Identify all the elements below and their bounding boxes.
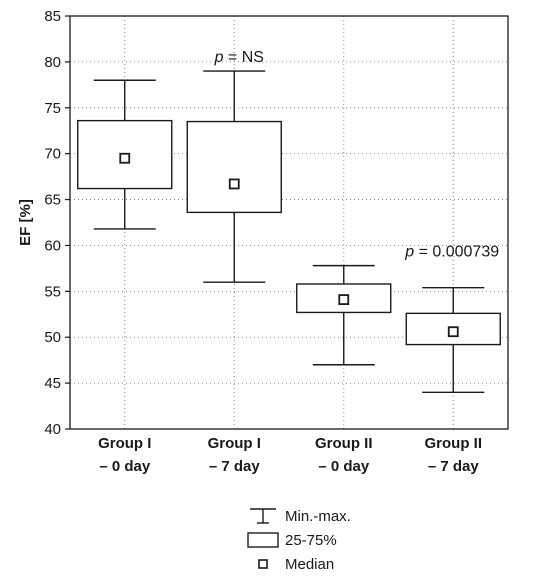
- box-group: [186, 70, 282, 283]
- x-category-label: Group II: [425, 435, 483, 452]
- legend-label: Min.-max.: [285, 508, 351, 525]
- annotations: p = NS p = 0.000739: [214, 49, 500, 261]
- legend-item: Min.-max.: [250, 508, 351, 525]
- box-group: [296, 264, 392, 366]
- x-category-label: Group I: [208, 435, 261, 452]
- legend-item: 25-75%: [247, 532, 337, 549]
- median-marker: [447, 326, 459, 338]
- x-category-label: – 0 day: [99, 458, 151, 475]
- median-marker: [228, 178, 240, 190]
- p-value-annotation: p = NS: [214, 49, 264, 66]
- y-tick-label: 55: [44, 283, 61, 300]
- x-category-label: Group II: [315, 435, 373, 452]
- legend-box-icon: [247, 532, 279, 548]
- y-tick-label: 80: [44, 54, 61, 71]
- legend-label: Median: [285, 556, 334, 573]
- legend-item: Median: [258, 556, 334, 573]
- y-tick-label: 70: [44, 146, 61, 163]
- axes: 40 45 50 55 60 65 70 75 80 85 EF [%] Group I – 0 day…: [17, 8, 509, 475]
- x-category-label: – 0 day: [318, 458, 370, 475]
- y-axis-label: EF [%]: [17, 199, 34, 246]
- median-marker: [119, 152, 131, 164]
- y-tick-label: 60: [44, 237, 61, 254]
- y-tick-label: 65: [44, 192, 61, 209]
- box-series: [77, 70, 501, 393]
- legend-median-icon: [258, 559, 268, 569]
- x-category-label: Group I: [98, 435, 151, 452]
- y-tick-label: 85: [44, 8, 61, 25]
- plot-frame: [69, 15, 509, 430]
- median-marker: [338, 294, 350, 305]
- x-category-label: – 7 day: [428, 458, 480, 475]
- y-tick-label: 40: [44, 421, 61, 438]
- grid-lines: [70, 16, 508, 429]
- p-value-annotation: p = 0.000739: [404, 244, 499, 261]
- x-category-label: – 7 day: [209, 458, 261, 475]
- y-tick-label: 75: [44, 100, 61, 117]
- box-group: [77, 79, 173, 230]
- y-tick-label: 45: [44, 375, 61, 392]
- y-tick-label: 50: [44, 329, 61, 346]
- box-group: [405, 286, 501, 393]
- legend: Min.-max. 25-75% Median: [247, 508, 351, 573]
- legend-label: 25-75%: [285, 532, 337, 549]
- iqr-box: [186, 120, 282, 214]
